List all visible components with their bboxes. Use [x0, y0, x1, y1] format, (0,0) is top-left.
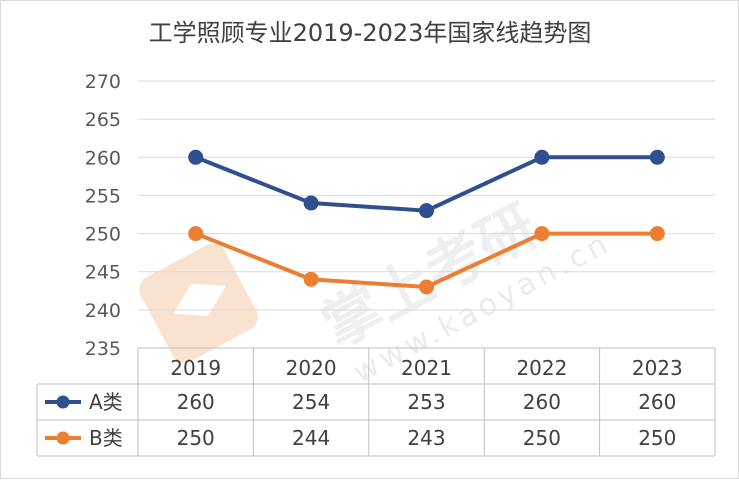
chart-title: 工学照顾专业2019-2023年国家线趋势图 — [149, 19, 592, 47]
table-cell-value: 244 — [292, 426, 330, 450]
x-category-label: 2022 — [516, 356, 567, 380]
legend-series-name: A类 — [89, 390, 123, 414]
table-cell-value: 254 — [292, 390, 330, 414]
legend-series-name: B类 — [89, 426, 123, 450]
table-cell-value: 250 — [177, 426, 215, 450]
series-line — [194, 155, 658, 213]
table-cell-value: 253 — [407, 390, 445, 414]
table-cell-value: 260 — [638, 390, 676, 414]
legend-marker — [56, 431, 70, 445]
data-point — [303, 271, 319, 287]
legend-marker — [56, 395, 70, 409]
data-point — [419, 203, 434, 219]
data-point — [534, 226, 550, 242]
data-point — [534, 149, 550, 165]
data-point — [649, 226, 665, 242]
y-tick-label: 260 — [85, 147, 121, 169]
table-cell-value: 250 — [638, 426, 676, 450]
x-category-label: 2021 — [401, 356, 452, 380]
series-layer — [188, 149, 665, 295]
table-cell-value: 243 — [407, 426, 445, 450]
table-cell-value: 250 — [523, 426, 561, 450]
data-point — [303, 195, 319, 211]
data-point — [188, 226, 204, 242]
y-tick-label: 245 — [85, 262, 121, 284]
data-point — [419, 279, 434, 295]
y-tick-label: 250 — [85, 224, 121, 246]
data-table: 2019 2020 2021 2022 2023 A类 260 254 253 260 260 B类 2… — [36, 347, 716, 457]
y-tick-label: 255 — [85, 185, 121, 207]
watermark-logo-icon — [139, 243, 258, 363]
table-cell-value: 260 — [523, 390, 561, 414]
x-category-label: 2019 — [170, 356, 221, 380]
data-point — [188, 149, 204, 165]
data-point — [649, 149, 665, 165]
y-axis: 235 240 245 250 255 260 265 270 — [85, 71, 121, 360]
x-category-label: 2023 — [632, 356, 683, 380]
y-tick-label: 265 — [85, 109, 121, 131]
y-tick-label: 235 — [85, 338, 121, 360]
table-cell-value: 260 — [177, 390, 215, 414]
y-tick-label: 240 — [85, 300, 121, 322]
x-category-label: 2020 — [286, 356, 337, 380]
y-tick-label: 270 — [85, 71, 121, 93]
